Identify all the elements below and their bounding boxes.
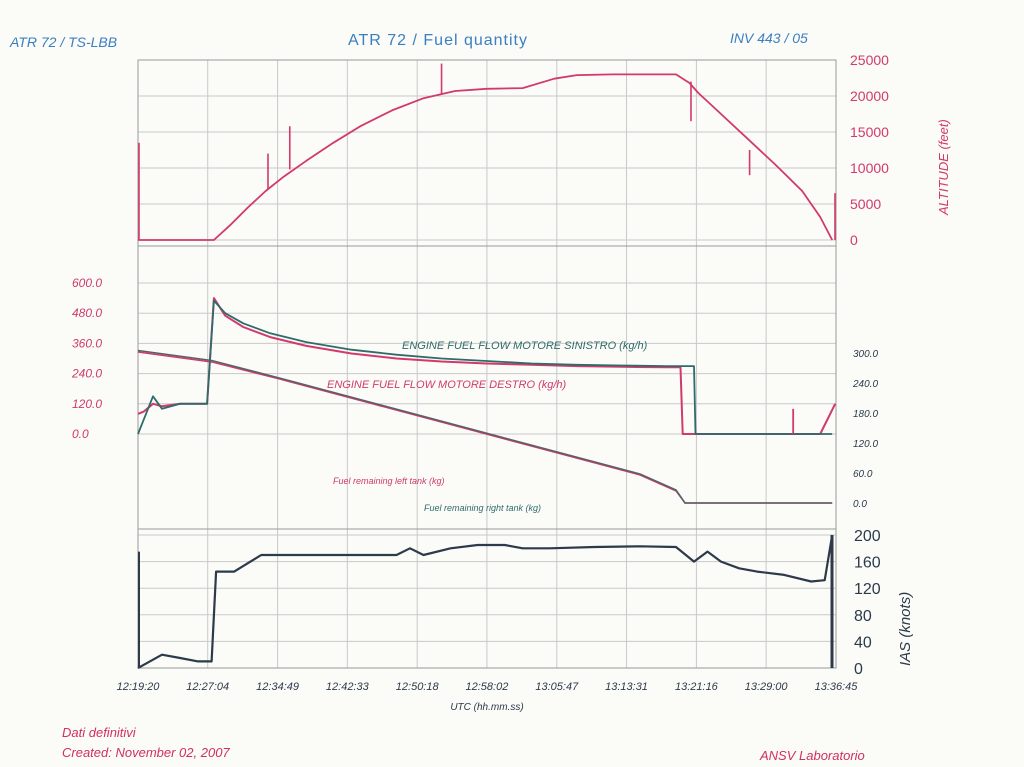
fuel-remaining-tick-label: 0.0 bbox=[853, 499, 867, 510]
fuel-flow-tick-label: 600.0 bbox=[72, 276, 102, 290]
utc-axis-label: UTC (hh.mm.ss) bbox=[450, 702, 523, 713]
fuel-flow-tick-label: 120.0 bbox=[72, 397, 102, 411]
ias-line bbox=[137, 534, 834, 669]
plot-frame bbox=[137, 59, 837, 669]
ias-axis-label: IAS (knots) bbox=[897, 592, 914, 666]
chart-title: ATR 72 / Fuel quantity bbox=[348, 32, 528, 49]
fuel-flow-tick-label: 360.0 bbox=[72, 336, 102, 350]
footer-status: Dati definitivi bbox=[62, 725, 136, 740]
utc-tick-label: 13:21:16 bbox=[675, 681, 719, 693]
report-number: INV 443 / 05 bbox=[730, 30, 808, 46]
altitude-tick-label: 15000 bbox=[850, 124, 889, 140]
altitude-tick-label: 25000 bbox=[850, 52, 889, 68]
fuel-remaining-tick-label: 120.0 bbox=[853, 439, 878, 450]
fuel-flow-tick-label: 240.0 bbox=[71, 367, 102, 381]
utc-tick-label: 12:42:33 bbox=[326, 681, 370, 693]
altitude-tick-label: 5000 bbox=[850, 196, 881, 212]
ias-tick-label: 0 bbox=[854, 661, 863, 678]
footer-lab: ANSV Laboratorio bbox=[760, 748, 865, 763]
utc-tick-label: 12:27:04 bbox=[186, 681, 229, 693]
altitude-tick-label: 0 bbox=[850, 232, 858, 248]
fuel-remaining-tick-label: 60.0 bbox=[853, 469, 873, 480]
fuel-remaining-right-line bbox=[137, 349, 833, 504]
utc-tick-label: 12:58:02 bbox=[466, 681, 509, 693]
fuel-remaining-tick-label: 240.0 bbox=[852, 379, 878, 390]
series-label-remaining-left: Fuel remaining left tank (kg) bbox=[333, 476, 445, 486]
altitude-line bbox=[138, 73, 833, 241]
utc-tick-label: 12:19:20 bbox=[117, 681, 161, 693]
utc-tick-label: 13:05:47 bbox=[535, 681, 579, 693]
fuel-remaining-tick-label: 300.0 bbox=[853, 349, 878, 360]
fuel-flow-left-line bbox=[137, 299, 833, 435]
utc-tick-label: 13:13:31 bbox=[605, 681, 648, 693]
fuel-flow-tick-label: 480.0 bbox=[72, 306, 102, 320]
utc-tick-label: 12:34:49 bbox=[256, 681, 299, 693]
series-label-fuel-flow-right: ENGINE FUEL FLOW MOTORE DESTRO (kg/h) bbox=[327, 379, 567, 391]
altitude-tick-label: 20000 bbox=[850, 88, 889, 104]
ias-tick-label: 120 bbox=[854, 581, 881, 598]
ias-tick-label: 160 bbox=[854, 555, 881, 572]
ias-tick-label: 200 bbox=[854, 528, 881, 545]
altitude-axis-label: ALTITUDE (feet) bbox=[936, 119, 951, 216]
ias-tick-label: 80 bbox=[854, 608, 872, 625]
altitude-tick-label: 10000 bbox=[850, 160, 889, 176]
utc-tick-label: 12:50:18 bbox=[396, 681, 440, 693]
series-label-fuel-flow-left: ENGINE FUEL FLOW MOTORE SINISTRO (kg/h) bbox=[402, 340, 648, 352]
aircraft-registration: ATR 72 / TS-LBB bbox=[10, 34, 118, 50]
fuel-flow-tick-label: 0.0 bbox=[72, 427, 89, 441]
footer-created-date: Created: November 02, 2007 bbox=[62, 745, 230, 760]
utc-tick-label: 13:29:00 bbox=[745, 681, 789, 693]
ias-tick-label: 40 bbox=[854, 634, 872, 651]
fuel-remaining-left-line bbox=[137, 351, 833, 504]
utc-tick-label: 13:36:45 bbox=[815, 681, 859, 693]
fuel-remaining-tick-label: 180.0 bbox=[853, 409, 878, 420]
series-label-remaining-right: Fuel remaining right tank (kg) bbox=[424, 503, 541, 513]
